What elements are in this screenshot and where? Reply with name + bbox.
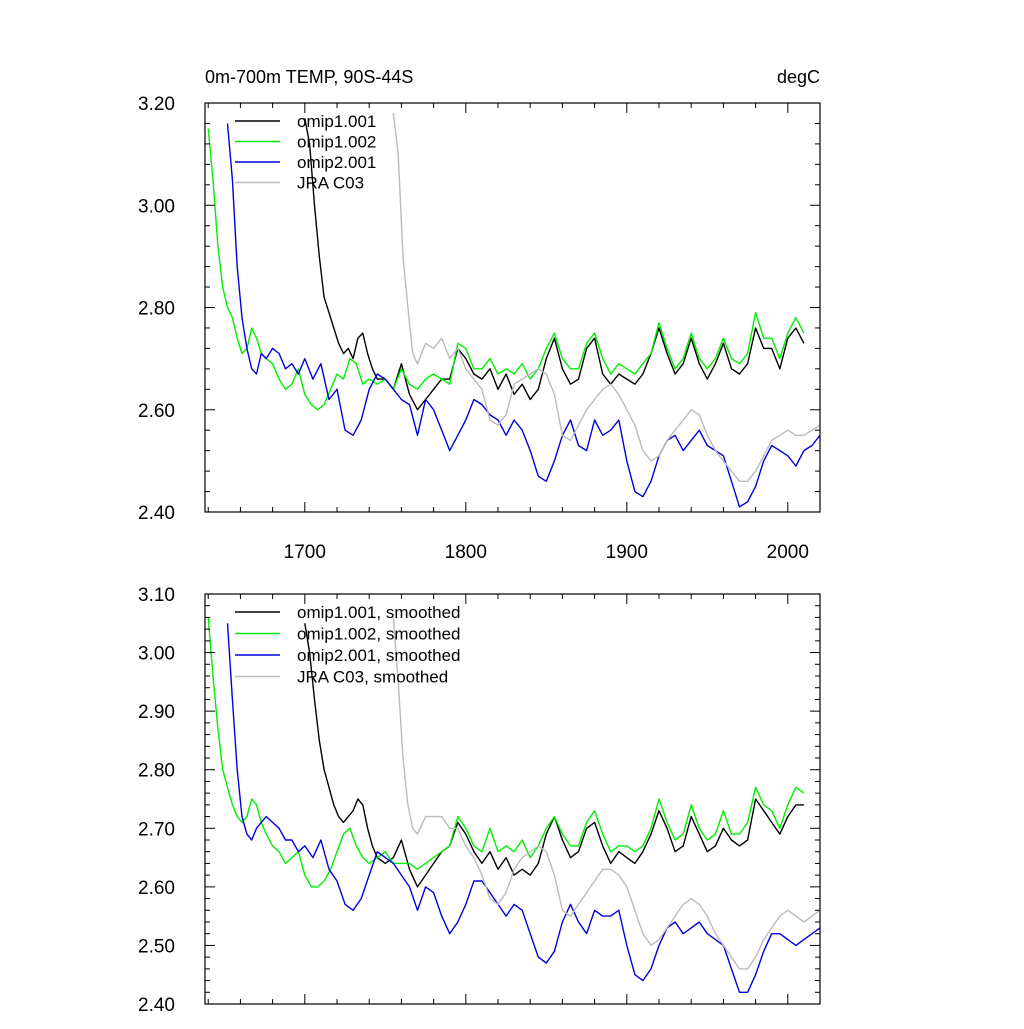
legend-label: JRA C03, smoothed (297, 668, 448, 687)
top-panel: 2.40 2.60 2.80 3.00 3.20 1700 1800 1900 2000 omip… (138, 94, 821, 563)
bottom-panel: 2.40 2.50 2.60 2.70 2.80 2.90 3.00 3.10 omip1.00… (138, 585, 821, 1016)
y-tick-label: 2.50 (138, 936, 175, 957)
series-line-1 (304, 623, 804, 888)
legend-label: omip2.001, smoothed (297, 646, 461, 665)
y-tick-label: 2.90 (138, 702, 175, 723)
y-tick-label: 2.70 (138, 819, 175, 840)
plot-frame (204, 593, 821, 1005)
legend-label: omip2.001 (297, 153, 376, 172)
legend-label: omip1.001, smoothed (297, 603, 461, 622)
plot-area (207, 113, 820, 508)
y-tick-label: 3.00 (138, 196, 175, 217)
y-tick-label: 3.20 (138, 94, 175, 115)
y-tick-label: 2.40 (138, 995, 175, 1016)
legend-label: JRA C03 (297, 174, 364, 193)
y-tick-label: 3.10 (138, 585, 175, 606)
chart-units: degC (777, 67, 820, 87)
y-tick-label: 2.40 (138, 503, 175, 524)
y-tick-label: 3.00 (138, 644, 175, 665)
plot-area (207, 617, 820, 993)
legend-label: omip1.002 (297, 133, 376, 152)
x-tick-label: 1700 (284, 542, 326, 563)
series-line-4 (392, 617, 820, 970)
series-line-2 (207, 617, 805, 888)
series-line-4 (392, 113, 820, 482)
y-tick-label: 2.60 (138, 401, 175, 422)
x-tick-label: 2000 (767, 542, 809, 563)
legend-label: omip1.002, smoothed (297, 625, 461, 644)
chart-title: 0m-700m TEMP, 90S-44S (205, 67, 413, 87)
y-tick-label: 2.60 (138, 878, 175, 899)
series-line-3 (226, 623, 820, 993)
y-tick-label: 2.80 (138, 761, 175, 782)
x-tick-label: 1900 (606, 542, 648, 563)
series-line-1 (304, 118, 805, 411)
legend-label: omip1.001 (297, 112, 376, 131)
y-tick-label: 2.80 (138, 299, 175, 320)
x-tick-label: 1800 (445, 542, 487, 563)
series-line-2 (207, 128, 805, 411)
